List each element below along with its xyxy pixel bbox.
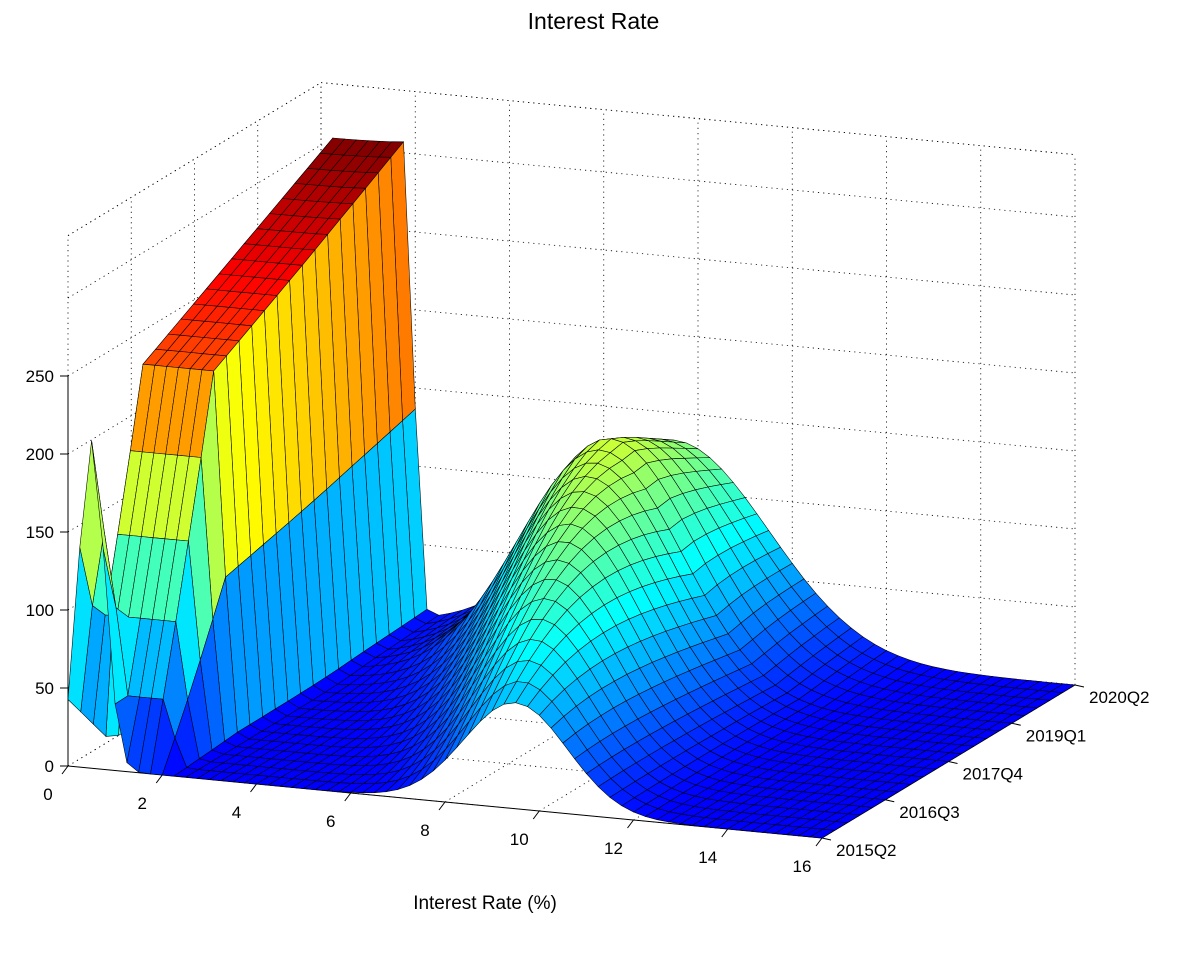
z-tick-label: 250 [26,367,54,386]
x-tick-label: 8 [420,821,429,840]
x-axis-label: Interest Rate (%) [413,893,557,914]
x-tick-label: 10 [510,830,529,849]
y-tick-label: 2020Q2 [1089,688,1150,707]
surface-layer [67,137,1076,839]
x-tick-label: 12 [604,839,623,858]
z-tick-label: 50 [35,679,54,698]
surface-facet [809,828,836,839]
z-tick-label: 100 [26,601,54,620]
y-tick-label: 2015Q2 [836,841,897,860]
y-tick-label: 2017Q4 [963,765,1024,784]
x-tick-label: 14 [698,848,717,867]
x-tick-label: 4 [232,803,241,822]
z-tick-label: 150 [26,523,54,542]
x-tick-label: 16 [793,857,812,876]
y-tick-label: 2016Q3 [899,803,960,822]
y-tick-label: 2019Q1 [1026,726,1087,745]
z-tick-label: 200 [26,445,54,464]
x-tick-label: 2 [138,794,147,813]
ticks-layer: 0 50 100 150 200 250 0 2 4 6 8 10 12 14 16 2015Q22016Q3… [26,367,1150,876]
x-tick-label: 0 [43,785,52,804]
z-tick-label: 0 [45,757,54,776]
x-tick-label: 6 [326,812,335,831]
chart-title: Interest Rate [527,8,660,34]
